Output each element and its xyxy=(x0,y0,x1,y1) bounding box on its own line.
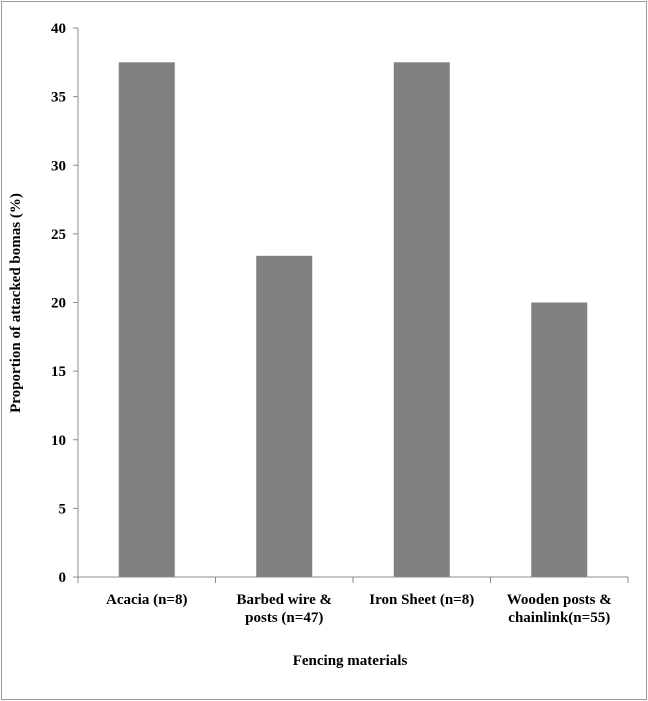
bars-layer xyxy=(118,62,588,577)
category-label-3: Iron Sheet (n=8) xyxy=(369,592,474,608)
y-tick-label: 5 xyxy=(59,501,67,517)
bar-1 xyxy=(118,62,175,577)
y-tick-label: 35 xyxy=(51,90,66,106)
axes-layer xyxy=(73,27,629,583)
y-tick-label: 10 xyxy=(51,433,66,449)
bar-2 xyxy=(256,255,313,577)
category-label-4: Wooden posts & chainlink(n=55) xyxy=(507,592,612,626)
category-label-1: Acacia (n=8) xyxy=(106,592,187,608)
y-axis-title: Proportion of attacked bomas (%) xyxy=(8,193,24,413)
y-tick-label: 40 xyxy=(51,21,66,37)
category-label-2: Barbed wire & posts (n=47) xyxy=(236,592,332,626)
x-axis-title: Fencing materials xyxy=(293,653,408,669)
y-tick-label: 25 xyxy=(51,227,66,243)
labels-layer: 0 5 10 15 20 25 30 35 40 Acacia (n=8) Barbed wire … xyxy=(51,21,612,626)
bar-3 xyxy=(393,62,450,577)
bar-4 xyxy=(531,302,588,577)
y-tick-label: 0 xyxy=(59,570,67,586)
y-tick-label: 15 xyxy=(51,364,66,380)
y-tick-label: 30 xyxy=(51,158,66,174)
y-tick-label: 20 xyxy=(51,296,66,312)
